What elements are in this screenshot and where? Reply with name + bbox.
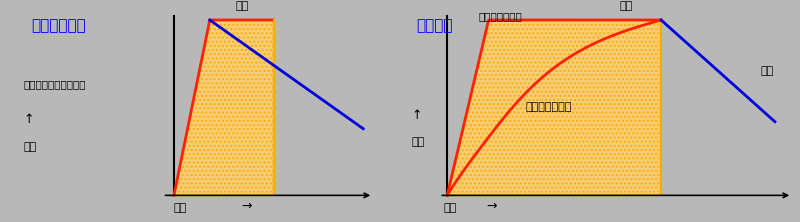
Text: 時間: 時間 (174, 203, 187, 213)
Text: 温度: 温度 (23, 141, 37, 152)
Text: 食品の中芯と表面温度: 食品の中芯と表面温度 (23, 79, 86, 89)
Text: 間接加熱: 間接加熱 (416, 18, 452, 33)
Text: ↑: ↑ (23, 113, 34, 126)
Text: →: → (242, 200, 252, 213)
Text: 食品の表面温度: 食品の表面温度 (478, 11, 522, 21)
Text: ジュール加熱: ジュール加熱 (31, 18, 86, 33)
Text: 保持: 保持 (235, 1, 248, 11)
Text: 冷却: 冷却 (761, 66, 774, 76)
Text: 温度: 温度 (412, 137, 425, 147)
Text: ↑: ↑ (412, 109, 422, 122)
Text: 保持: 保持 (620, 1, 634, 11)
Text: 時間: 時間 (443, 203, 457, 213)
Text: 食品の中芯温度: 食品の中芯温度 (526, 101, 572, 112)
Text: →: → (486, 200, 497, 213)
